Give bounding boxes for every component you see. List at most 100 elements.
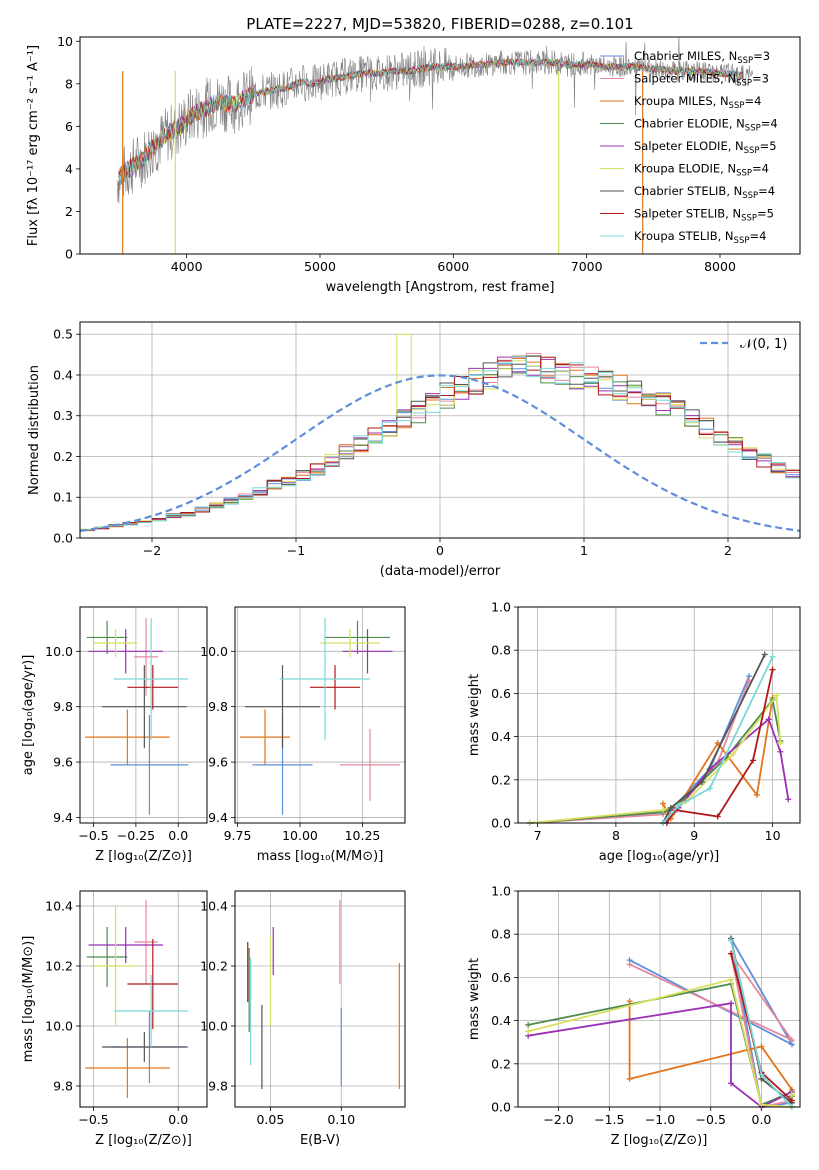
x-tick-label: 10.00	[282, 828, 318, 843]
series-point	[525, 1028, 532, 1035]
y-tick-label: 10.0	[200, 644, 228, 659]
series-point	[728, 937, 735, 944]
y-tick-label: 10.2	[45, 959, 73, 974]
x-axis-label: age [log₁₀(age/yr)]	[599, 849, 720, 864]
y-tick-label: 9.6	[53, 755, 73, 770]
legend-value: =4	[758, 184, 775, 198]
y-tick-label: 2	[65, 204, 73, 219]
axes-4: 9.75 10.00 10.25 9.4 9.6 9.8 10.0 mass [log₁₀(M…	[200, 606, 406, 864]
y-tick-label: 10	[57, 34, 73, 49]
x-tick-label: −2.0	[543, 1112, 573, 1127]
y-tick-label: 4	[65, 161, 73, 176]
y-tick-label: 10.4	[200, 899, 228, 914]
y-tick-label: 0.0	[491, 816, 511, 831]
series-point	[626, 998, 633, 1005]
series-point	[788, 1091, 795, 1098]
y-tick-label: 0.2	[491, 772, 511, 787]
errorbar-group	[240, 618, 400, 815]
histogram-step	[80, 356, 800, 531]
x-axis-label: E(B-V)	[300, 1133, 340, 1148]
y-axis-label: Normed distribution	[27, 365, 42, 495]
series-line	[662, 654, 766, 824]
y-axis-label: Flux [fλ 10⁻¹⁷ erg cm⁻² s⁻¹ A⁻¹]	[26, 45, 41, 246]
model-spectrum-line	[118, 58, 743, 187]
series-point	[769, 653, 776, 660]
errorbar-group	[247, 900, 400, 1089]
y-tick-label: 0	[65, 247, 73, 262]
series-point	[730, 750, 737, 757]
x-tick-label: 5000	[304, 259, 336, 274]
legend-value: =4	[744, 94, 761, 108]
series-point	[758, 1071, 765, 1078]
axes-frame	[234, 606, 406, 824]
series-group	[526, 651, 792, 826]
axes-frame	[79, 321, 801, 539]
series-point	[728, 976, 735, 983]
series-point	[626, 1075, 633, 1082]
y-tick-label: 0.2	[491, 1056, 511, 1071]
series-point	[777, 740, 784, 747]
legend-subscript: SSP	[742, 191, 758, 201]
x-axis-label: wavelength [Angstrom, rest frame]	[326, 280, 555, 295]
legend-value: =4	[749, 229, 766, 243]
series-point	[758, 1043, 765, 1050]
x-axis-label: Z [log₁₀(Z/Z⊙)]	[95, 849, 192, 864]
axes-frame	[517, 890, 801, 1108]
y-tick-label: 9.8	[208, 1079, 228, 1094]
series-point	[750, 757, 756, 764]
axes-frame	[234, 890, 406, 1108]
legend-subscript: SSP	[734, 236, 750, 246]
legend-value: =3	[753, 49, 770, 63]
axes-3: −0.5 −0.25 0.0 9.4 9.6 9.8 10.0 Z [log₁₀(Z/Z⊙)]…	[21, 606, 208, 864]
series-point	[769, 666, 776, 673]
legend-value: =5	[757, 207, 774, 221]
series-point	[785, 796, 792, 803]
legend-label: Chabrier ELODIE, NSSP=4	[634, 117, 778, 134]
x-tick-label: 9.75	[224, 828, 252, 843]
y-tick-label: 10.2	[200, 959, 228, 974]
axes-2: −2 −1 0 1 2 0.0 0.1 0.2 0.3 0.4 0.5 (data-model)/er…	[27, 321, 801, 579]
series-point	[765, 716, 772, 723]
x-tick-label: −0.5	[78, 828, 108, 843]
x-tick-label: 0.05	[256, 1112, 284, 1127]
series-line	[662, 656, 774, 824]
series-point	[761, 651, 768, 658]
legend-label: Kroupa ELODIE, NSSP=4	[634, 162, 769, 179]
series-point	[699, 778, 706, 785]
x-tick-label: −1.0	[645, 1112, 675, 1127]
y-tick-label: 0.5	[53, 327, 73, 342]
series-point	[788, 1097, 795, 1104]
legend-label: Salpeter ELODIE, NSSP=5	[634, 139, 777, 156]
axes-5: 7 8 9 10 0.0 0.2 0.4 0.6 0.8 1.0 age [log₁₀(age/yr…	[467, 600, 801, 864]
x-tick-label: 9	[690, 828, 698, 843]
y-tick-label: 9.4	[208, 810, 228, 825]
errorbar-group	[85, 900, 189, 1098]
y-tick-label: 0.1	[53, 490, 73, 505]
x-tick-label: 4000	[171, 259, 203, 274]
legend-label: Salpeter STELIB, NSSP=5	[634, 207, 774, 224]
axes-frame	[517, 606, 801, 824]
y-tick-label: 0.2	[53, 449, 73, 464]
legend: Chabrier MILES, NSSP=3 Salpeter MILES, NS…	[600, 49, 778, 246]
x-tick-label: 0.0	[168, 828, 188, 843]
series-point	[714, 740, 721, 747]
x-tick-label: 0.10	[327, 1112, 355, 1127]
x-tick-label: 0.0	[752, 1112, 772, 1127]
y-axis-label: mass weight	[467, 958, 482, 1040]
x-axis-label: Z [log₁₀(Z/Z⊙)]	[95, 1133, 192, 1148]
x-tick-label: 10.25	[345, 828, 381, 843]
x-axis-label: (data-model)/error	[380, 564, 501, 579]
x-tick-label: 2	[724, 543, 732, 558]
legend-label: 𝒩(0, 1)	[740, 337, 787, 352]
y-tick-label: 9.8	[53, 699, 73, 714]
chart-title: PLATE=2227, MJD=53820, FIBERID=0288, z=0…	[246, 15, 633, 33]
y-tick-label: 10.0	[45, 644, 73, 659]
y-axis-label: mass weight	[467, 674, 482, 756]
y-tick-label: 0.8	[491, 927, 511, 942]
normal-curve-line	[80, 374, 800, 532]
y-tick-label: 1.0	[491, 884, 511, 899]
x-tick-label: −0.25	[117, 828, 155, 843]
series-point	[667, 804, 674, 811]
series-point	[525, 1021, 532, 1028]
series-group	[525, 935, 795, 1110]
